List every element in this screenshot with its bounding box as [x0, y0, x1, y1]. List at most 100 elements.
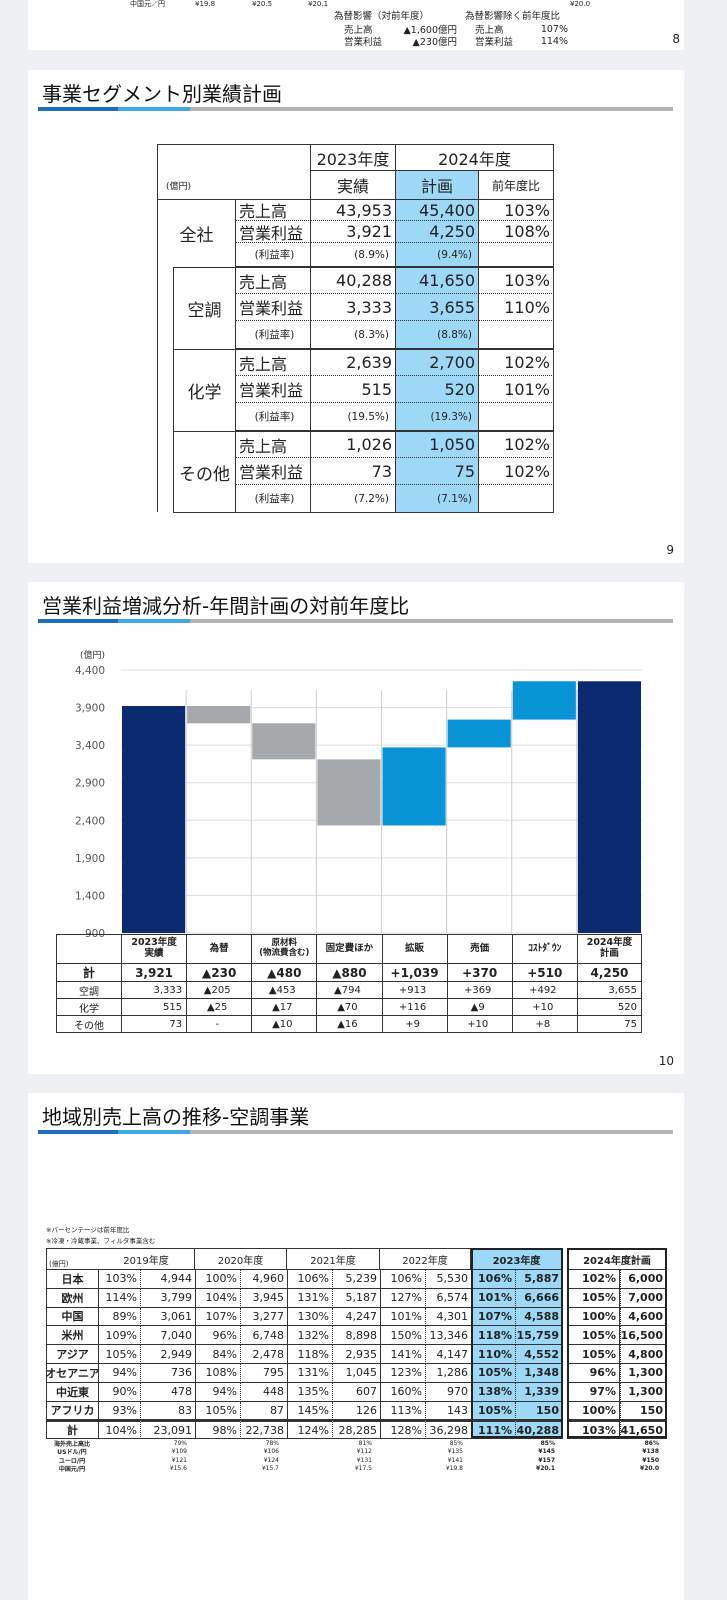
row-label: 中近東: [46, 1382, 98, 1402]
cell: 90%: [98, 1382, 140, 1402]
total-cell: ▲230: [186, 963, 252, 982]
cell: 4,247: [332, 1307, 380, 1327]
y-unit: (億円): [80, 649, 105, 661]
cell: 73: [121, 1016, 187, 1033]
cell: 132%: [287, 1326, 332, 1346]
row-label: 中国: [46, 1307, 98, 1327]
cell: 100%: [195, 1270, 240, 1289]
footer-label: 中国元/円: [58, 1466, 86, 1474]
row-label: (利益率): [235, 321, 311, 349]
cell: +10: [446, 1016, 512, 1033]
footer-cell: 79%: [173, 1439, 187, 1447]
row-label: 営業利益: [235, 294, 311, 321]
item-label: 営業利益: [344, 37, 383, 48]
slide-9: 事業セグメント別業績計画 9 (億円) 2023年度 2024年度 実績 計画 前年度比全…: [28, 70, 684, 563]
cell: 2,935: [332, 1345, 380, 1364]
footer-cell: ¥109: [171, 1448, 187, 1456]
table-corner: (億円): [46, 1248, 98, 1270]
cell: ▲205: [186, 982, 252, 999]
cell: ▲70: [316, 999, 382, 1016]
cell: 102%: [479, 431, 554, 458]
header-corner: (億円): [157, 144, 311, 199]
item-label: 営業利益: [475, 37, 514, 48]
row-label: その他: [56, 1016, 121, 1033]
row-label: 売上高: [235, 267, 311, 294]
year-header: 2023年度: [311, 144, 396, 171]
row-label: 欧州: [46, 1288, 98, 1308]
title-underline: [38, 619, 673, 623]
footer-cell: ¥15.7: [261, 1465, 279, 1473]
cell: 2,639: [311, 349, 396, 376]
cell: 89%: [98, 1307, 140, 1327]
total-cell: +370: [446, 963, 512, 982]
cell: 135%: [287, 1382, 332, 1402]
cell: 101%: [479, 376, 554, 403]
bar: [447, 719, 511, 748]
cell: 13,346: [425, 1326, 471, 1346]
column-header: 2023年度 実績: [121, 934, 187, 963]
cell: 28,285: [332, 1420, 380, 1440]
table-corner: [56, 934, 121, 963]
cell: (8.3%): [311, 321, 396, 349]
bar: [122, 705, 186, 933]
cell: 101%: [380, 1307, 425, 1327]
cell: ▲10: [251, 1016, 317, 1033]
year-header: 2020年度: [195, 1248, 287, 1270]
footer-cell: ¥141: [447, 1456, 463, 1464]
cell: 1,026: [311, 431, 396, 458]
row-label: 売上高: [235, 349, 311, 376]
item-label: 売上高: [344, 25, 373, 36]
total-cell: ▲480: [251, 963, 317, 982]
cell: 73: [311, 458, 396, 485]
footer-cell: ¥135: [447, 1448, 463, 1456]
row-label: 営業利益: [235, 221, 311, 243]
fx-cell: ¥20.5: [252, 0, 273, 8]
column-header: 計画: [396, 171, 479, 199]
column-header: 原材料 (物流費含む): [251, 934, 317, 963]
title-underline: [38, 1130, 673, 1134]
cell: +116: [381, 999, 447, 1016]
cell: 6,748: [240, 1326, 287, 1346]
cell: 5,187: [332, 1288, 380, 1308]
cell: 83: [140, 1401, 195, 1421]
cell: 109%: [98, 1326, 140, 1346]
y-tick-label: 2,400: [75, 815, 105, 827]
cell: 4,250: [396, 221, 479, 243]
total-cell: 3,921: [121, 963, 187, 982]
cell: 123%: [380, 1364, 425, 1383]
year-header: 2019年度: [98, 1248, 195, 1270]
cell: 124%: [287, 1420, 332, 1440]
footer-cell: ¥150: [642, 1456, 659, 1464]
fx-cell: ¥20.0: [570, 0, 591, 8]
cell: 126: [332, 1401, 380, 1421]
cell: 141%: [380, 1345, 425, 1364]
cell: 113%: [380, 1401, 425, 1421]
footer-cell: ¥112: [356, 1448, 372, 1456]
cell: 131%: [287, 1364, 332, 1383]
cell: (7.1%): [396, 485, 479, 513]
row-label: 営業利益: [235, 458, 311, 485]
column-header: 売価: [446, 934, 512, 963]
cell: 3,655: [576, 982, 642, 999]
total-cell: ▲880: [316, 963, 382, 982]
column-header: 実績: [311, 171, 396, 199]
cell: 103%: [98, 1270, 140, 1289]
y-tick-label: 3,900: [75, 703, 105, 715]
cell: 108%: [195, 1364, 240, 1383]
cell: 98%: [195, 1420, 240, 1440]
cell: 103%: [479, 267, 554, 294]
column-header: 固定費ほか: [316, 934, 382, 963]
cell: 41,650: [396, 267, 479, 294]
row-label: 計: [56, 963, 121, 982]
y-tick-label: 3,400: [75, 740, 105, 752]
footer-cell: ¥20.0: [640, 1465, 659, 1473]
cell: 108%: [479, 221, 554, 243]
cell: 7,040: [140, 1326, 195, 1346]
cell: 145%: [287, 1401, 332, 1421]
cell: ▲17: [251, 999, 317, 1016]
cell: 520: [396, 376, 479, 403]
cell: 1,286: [425, 1364, 471, 1383]
cell: (19.5%): [311, 403, 396, 431]
title-underline: [38, 107, 673, 111]
